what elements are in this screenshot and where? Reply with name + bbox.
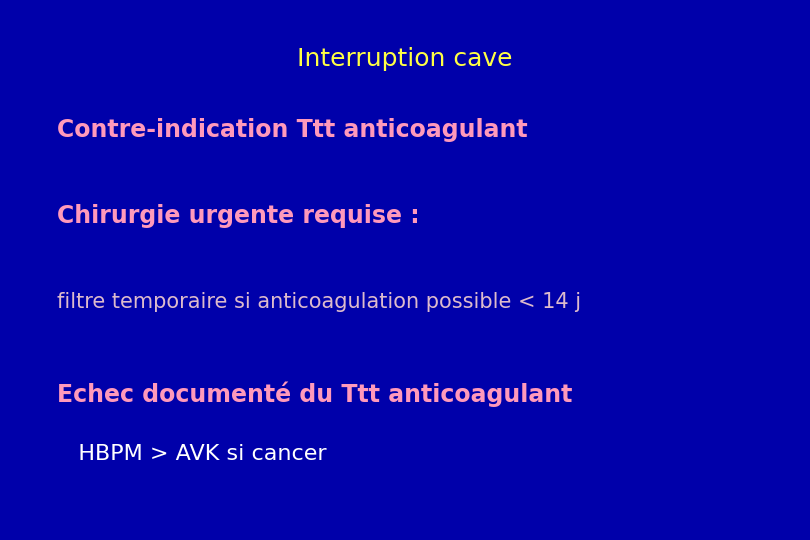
Text: HBPM > AVK si cancer: HBPM > AVK si cancer	[57, 443, 326, 464]
Text: Interruption cave: Interruption cave	[297, 48, 513, 71]
Text: Contre-indication Ttt anticoagulant: Contre-indication Ttt anticoagulant	[57, 118, 527, 141]
Text: Echec documenté du Ttt anticoagulant: Echec documenté du Ttt anticoagulant	[57, 381, 572, 407]
Text: filtre temporaire si anticoagulation possible < 14 j: filtre temporaire si anticoagulation pos…	[57, 292, 581, 313]
Text: Chirurgie urgente requise :: Chirurgie urgente requise :	[57, 204, 420, 228]
